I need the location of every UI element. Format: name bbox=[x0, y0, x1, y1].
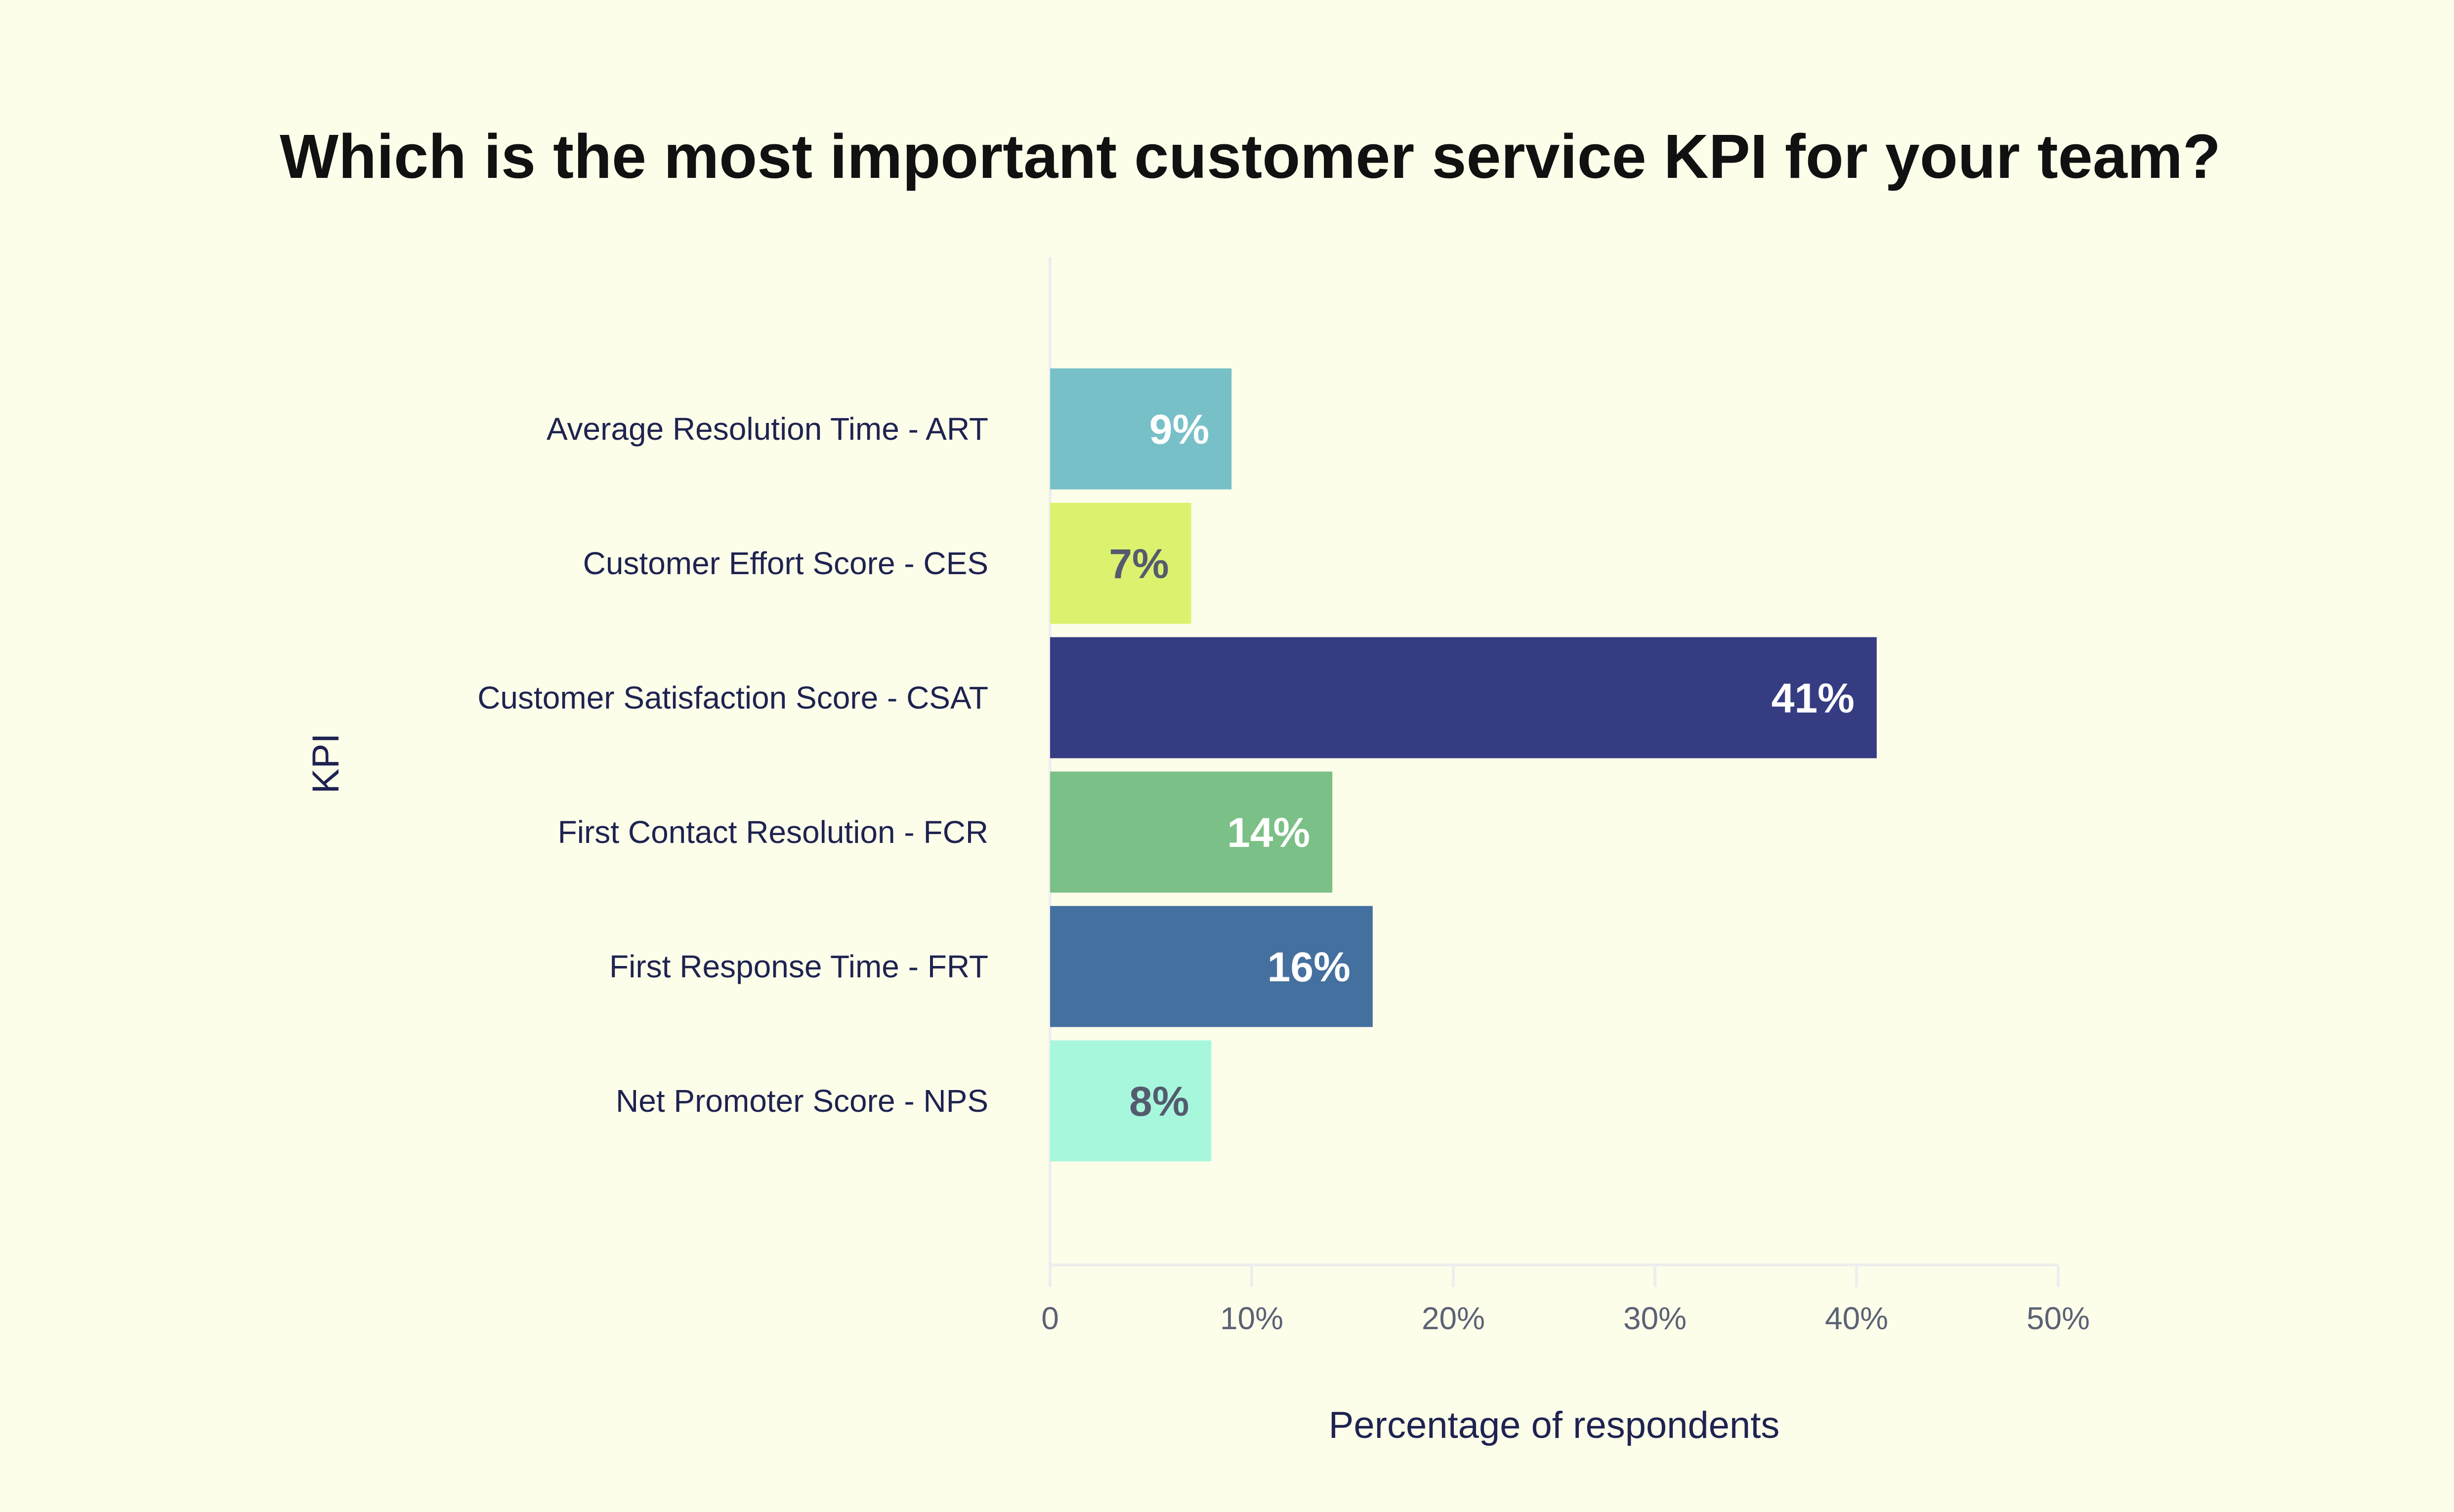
x-tick-label: 10% bbox=[1220, 1301, 1283, 1336]
bar bbox=[1050, 771, 1333, 893]
x-tick-label: 20% bbox=[1422, 1301, 1485, 1336]
category-label: First Contact Resolution - FCR bbox=[558, 814, 988, 850]
bar-value-label: 41% bbox=[1772, 675, 1855, 721]
category-label: Net Promoter Score - NPS bbox=[616, 1083, 988, 1119]
bar-value-label: 16% bbox=[1268, 944, 1351, 990]
bar-value-label: 7% bbox=[1109, 541, 1169, 587]
bar-value-label: 14% bbox=[1227, 809, 1310, 856]
bar-value-label: 9% bbox=[1149, 406, 1209, 453]
x-tick-label: 30% bbox=[1623, 1301, 1687, 1336]
x-axis-title: Percentage of respondents bbox=[1329, 1404, 1780, 1446]
bar bbox=[1050, 1040, 1212, 1162]
bar-value-label: 8% bbox=[1129, 1078, 1189, 1125]
x-tick-label: 0 bbox=[1041, 1301, 1059, 1336]
category-label: First Response Time - FRT bbox=[609, 949, 988, 984]
bar bbox=[1050, 637, 1877, 758]
bar bbox=[1050, 906, 1373, 1027]
x-tick-label: 50% bbox=[2027, 1301, 2090, 1336]
category-label: Customer Effort Score - CES bbox=[583, 546, 988, 581]
bar bbox=[1050, 368, 1232, 490]
chart-title: Which is the most important customer ser… bbox=[280, 122, 2221, 191]
x-tick-label: 40% bbox=[1825, 1301, 1888, 1336]
category-label: Average Resolution Time - ART bbox=[547, 411, 988, 447]
y-axis-title: KPI bbox=[305, 733, 347, 794]
bar bbox=[1050, 503, 1191, 624]
category-label: Customer Satisfaction Score - CSAT bbox=[477, 680, 988, 715]
plot-area: 0 10% 20% 30% 40% 50% Average Resolution Time … bbox=[477, 257, 2090, 1336]
